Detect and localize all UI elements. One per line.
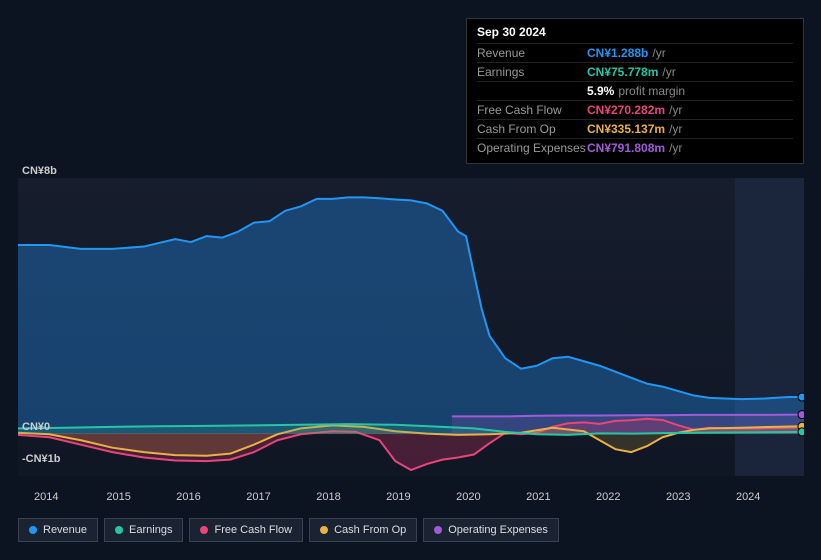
x-axis-tick: 2016 bbox=[176, 491, 200, 503]
legend-swatch bbox=[434, 526, 442, 534]
legend-label: Revenue bbox=[43, 524, 87, 536]
x-axis-tick: 2021 bbox=[526, 491, 550, 503]
tooltip-row-value: 5.9% bbox=[587, 84, 614, 98]
legend-item[interactable]: Free Cash Flow bbox=[189, 518, 303, 542]
legend-item[interactable]: Cash From Op bbox=[309, 518, 417, 542]
financials-chart bbox=[18, 178, 804, 476]
y-axis-label: CN¥8b bbox=[22, 165, 57, 177]
tooltip-row: RevenueCN¥1.288b/yr bbox=[477, 43, 793, 62]
tooltip-row: Cash From OpCN¥335.137m/yr bbox=[477, 119, 793, 138]
x-axis-tick: 2014 bbox=[34, 491, 58, 503]
tooltip-row-label: Free Cash Flow bbox=[477, 103, 587, 117]
y-axis-label: -CN¥1b bbox=[22, 453, 61, 465]
tooltip-row-label bbox=[477, 84, 587, 98]
legend-item[interactable]: Operating Expenses bbox=[423, 518, 559, 542]
tooltip-row-value: CN¥335.137m bbox=[587, 122, 665, 136]
tooltip-row-label: Revenue bbox=[477, 46, 587, 60]
tooltip-row: Operating ExpensesCN¥791.808m/yr bbox=[477, 138, 793, 157]
legend-label: Cash From Op bbox=[334, 524, 406, 536]
tooltip-row: 5.9% profit margin bbox=[477, 81, 793, 100]
legend-label: Earnings bbox=[129, 524, 172, 536]
legend-swatch bbox=[115, 526, 123, 534]
x-axis-tick: 2023 bbox=[666, 491, 690, 503]
legend-item[interactable]: Earnings bbox=[104, 518, 183, 542]
x-axis-tick: 2017 bbox=[246, 491, 270, 503]
tooltip-row-label: Cash From Op bbox=[477, 122, 587, 136]
data-tooltip: Sep 30 2024 RevenueCN¥1.288b/yrEarningsC… bbox=[466, 18, 804, 164]
tooltip-row-value: CN¥1.288b bbox=[587, 46, 648, 60]
chart-legend: Revenue Earnings Free Cash Flow Cash From O… bbox=[18, 518, 559, 542]
tooltip-row-unit: profit margin bbox=[618, 84, 685, 98]
legend-swatch bbox=[320, 526, 328, 534]
legend-item[interactable]: Revenue bbox=[18, 518, 98, 542]
x-axis-tick: 2024 bbox=[736, 491, 760, 503]
tooltip-row-unit: /yr bbox=[669, 122, 682, 136]
tooltip-row-value: CN¥791.808m bbox=[587, 141, 665, 155]
tooltip-row-unit: /yr bbox=[662, 65, 675, 79]
tooltip-row-unit: /yr bbox=[652, 46, 665, 60]
x-axis-tick: 2022 bbox=[596, 491, 620, 503]
legend-swatch bbox=[29, 526, 37, 534]
tooltip-row-unit: /yr bbox=[669, 141, 682, 155]
x-axis-tick: 2020 bbox=[456, 491, 480, 503]
x-axis-tick: 2015 bbox=[106, 491, 130, 503]
tooltip-row-label: Operating Expenses bbox=[477, 141, 587, 155]
tooltip-row: EarningsCN¥75.778m/yr bbox=[477, 62, 793, 81]
tooltip-row-unit: /yr bbox=[669, 103, 682, 117]
y-axis-label: CN¥0 bbox=[22, 421, 50, 433]
x-axis-tick: 2019 bbox=[386, 491, 410, 503]
tooltip-row: Free Cash FlowCN¥270.282m/yr bbox=[477, 100, 793, 119]
legend-swatch bbox=[200, 526, 208, 534]
x-axis-tick: 2018 bbox=[316, 491, 340, 503]
legend-label: Free Cash Flow bbox=[214, 524, 292, 536]
tooltip-row-label: Earnings bbox=[477, 65, 587, 79]
tooltip-row-value: CN¥75.778m bbox=[587, 65, 658, 79]
legend-label: Operating Expenses bbox=[448, 524, 548, 536]
tooltip-date: Sep 30 2024 bbox=[477, 25, 793, 39]
tooltip-row-value: CN¥270.282m bbox=[587, 103, 665, 117]
